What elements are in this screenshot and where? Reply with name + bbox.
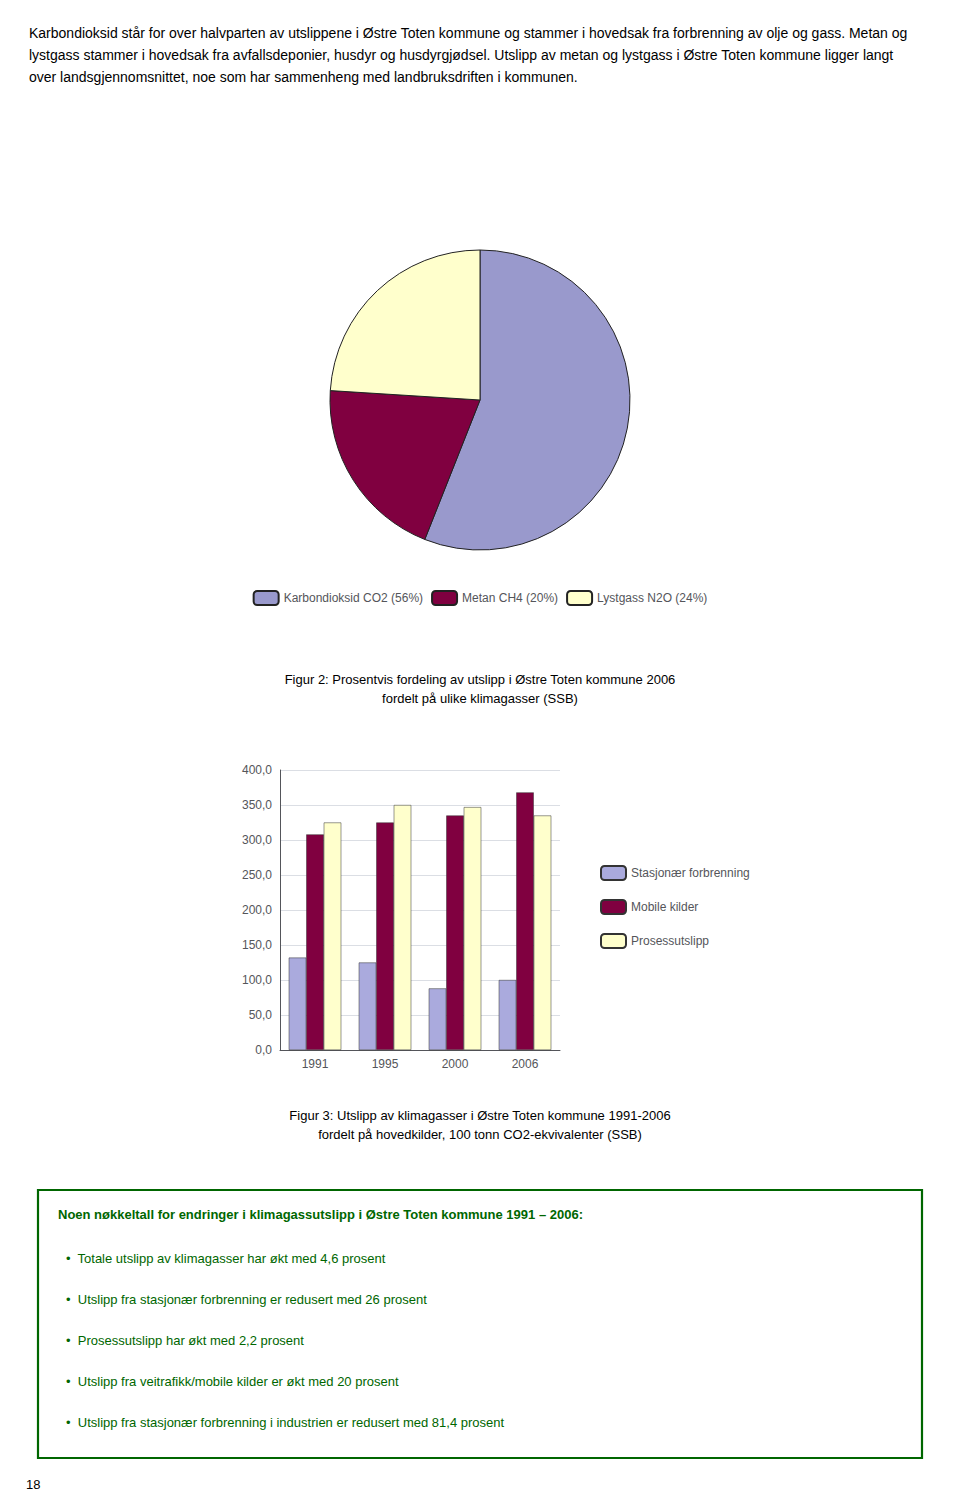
svg-text:400,0: 400,0	[242, 763, 272, 777]
svg-text:Lystgass N2O (24%): Lystgass N2O (24%)	[597, 591, 707, 605]
svg-text:• Utslipp fra veitrafikk/mobi: • Utslipp fra veitrafikk/mobile kilder e…	[66, 1374, 399, 1389]
svg-text:Prosessutslipp: Prosessutslipp	[631, 934, 709, 948]
svg-text:1995: 1995	[372, 1057, 399, 1071]
svg-text:200,0: 200,0	[242, 903, 272, 917]
svg-text:150,0: 150,0	[242, 938, 272, 952]
svg-text:350,0: 350,0	[242, 798, 272, 812]
svg-text:2000: 2000	[442, 1057, 469, 1071]
svg-text:Stasjonær forbrenning: Stasjonær forbrenning	[631, 866, 750, 880]
svg-text:50,0: 50,0	[249, 1008, 273, 1022]
svg-text:250,0: 250,0	[242, 868, 272, 882]
svg-text:fordelt på hovedkilder, 100 to: fordelt på hovedkilder, 100 tonn CO2-ekv…	[318, 1127, 642, 1142]
svg-text:Metan CH4 (20%): Metan CH4 (20%)	[462, 591, 558, 605]
svg-text:over landsgjennomsnittet, noe: over landsgjennomsnittet, noe som har sa…	[29, 69, 578, 85]
svg-text:300,0: 300,0	[242, 833, 272, 847]
svg-text:100,0: 100,0	[242, 973, 272, 987]
svg-text:lystgass stammer i hovedsak fr: lystgass stammer i hovedsak fra avfallsd…	[29, 47, 897, 63]
svg-text:Figur 2: Prosentvis fordeling: Figur 2: Prosentvis fordeling av utslipp…	[285, 672, 676, 687]
svg-text:18: 18	[26, 1477, 40, 1492]
svg-text:fordelt på ulike klimagasser (: fordelt på ulike klimagasser (SSB)	[382, 691, 578, 706]
svg-text:• Prosessutslipp har økt med: • Prosessutslipp har økt med 2,2 prosent	[66, 1333, 304, 1348]
svg-text:1991: 1991	[302, 1057, 329, 1071]
svg-text:Karbondioksid står for over ha: Karbondioksid står for over halvparten a…	[29, 25, 911, 41]
svg-text:• Utslipp fra stasjonær forbr: • Utslipp fra stasjonær forbrenning i in…	[66, 1415, 504, 1430]
svg-text:Mobile kilder: Mobile kilder	[631, 900, 698, 914]
svg-text:Figur 3: Utslipp av klimagasse: Figur 3: Utslipp av klimagasser i Østre …	[289, 1108, 670, 1123]
svg-text:• Totale utslipp av klimagass: • Totale utslipp av klimagasser har økt …	[66, 1251, 386, 1266]
svg-text:Noen nøkkeltall for endringer: Noen nøkkeltall for endringer i klimagas…	[58, 1207, 583, 1222]
svg-text:2006: 2006	[512, 1057, 539, 1071]
svg-text:• Utslipp fra stasjonær forbr: • Utslipp fra stasjonær forbrenning er r…	[66, 1292, 427, 1307]
svg-text:0,0: 0,0	[255, 1043, 272, 1057]
svg-text:Karbondioksid CO2 (56%): Karbondioksid CO2 (56%)	[284, 591, 423, 605]
